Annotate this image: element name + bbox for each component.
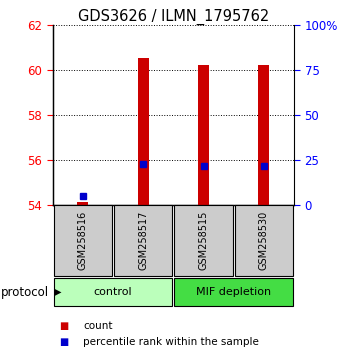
- Bar: [198, 65, 209, 205]
- Text: count: count: [83, 321, 113, 331]
- Bar: [174, 205, 233, 276]
- Text: GSM258515: GSM258515: [199, 211, 208, 270]
- Text: ▶: ▶: [54, 287, 62, 297]
- Bar: [138, 57, 149, 205]
- Bar: [174, 278, 293, 307]
- Text: ■: ■: [59, 337, 69, 347]
- Bar: [78, 202, 88, 205]
- Text: protocol: protocol: [1, 286, 49, 298]
- Bar: [235, 205, 293, 276]
- Bar: [54, 278, 172, 307]
- Bar: [54, 205, 112, 276]
- Text: GSM258517: GSM258517: [138, 211, 148, 270]
- Bar: [258, 65, 269, 205]
- Title: GDS3626 / ILMN_1795762: GDS3626 / ILMN_1795762: [78, 8, 269, 25]
- Text: control: control: [94, 287, 132, 297]
- Text: GSM258516: GSM258516: [78, 211, 88, 270]
- Text: GSM258530: GSM258530: [259, 211, 269, 270]
- Text: MIF depletion: MIF depletion: [196, 287, 271, 297]
- Bar: [114, 205, 172, 276]
- Text: ■: ■: [59, 321, 69, 331]
- Text: percentile rank within the sample: percentile rank within the sample: [83, 337, 259, 347]
